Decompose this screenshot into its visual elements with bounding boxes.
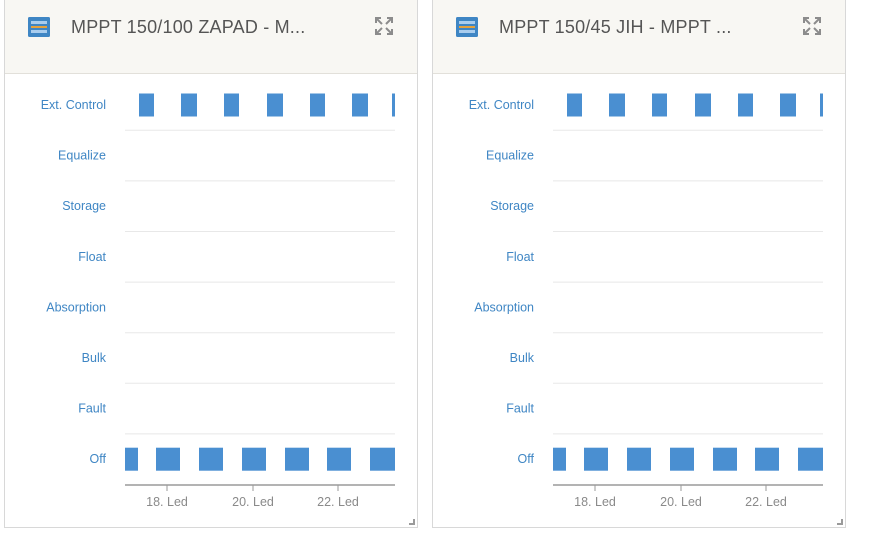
state-chart: Ext. Control Equalize Storage Float Absorpti… — [433, 73, 845, 528]
state-bar-off — [199, 447, 223, 471]
expand-icon[interactable] — [801, 15, 823, 37]
expand-icon[interactable] — [373, 15, 395, 37]
state-bar-ext-control — [352, 93, 368, 117]
state-bar-off — [670, 447, 694, 471]
y-axis-label: Bulk — [82, 351, 107, 365]
x-axis-label: 20. Led — [232, 495, 274, 509]
y-axis-label: Fault — [506, 402, 534, 416]
state-bar-off — [755, 447, 779, 471]
state-chart-svg: Ext. Control Equalize Storage Float Absorpti… — [41, 93, 395, 509]
state-bar-ext-control — [820, 93, 823, 117]
state-bar-off — [584, 447, 608, 471]
state-bar-off — [370, 447, 395, 471]
state-bar-ext-control — [139, 93, 154, 117]
state-bar-ext-control — [695, 93, 711, 117]
y-axis-label: Float — [506, 250, 534, 264]
state-bar-ext-control — [181, 93, 197, 117]
solar-charger-icon — [456, 17, 478, 37]
y-axis-label: Bulk — [510, 351, 535, 365]
y-axis-label: Absorption — [474, 300, 534, 314]
state-bar-ext-control — [267, 93, 283, 117]
y-axis-label: Ext. Control — [469, 98, 534, 112]
state-bar-ext-control — [609, 93, 625, 117]
state-bar-off — [242, 447, 266, 471]
y-axis-label: Storage — [490, 199, 534, 213]
state-bar-off — [285, 447, 309, 471]
state-bar-off — [713, 447, 737, 471]
state-bar-off — [553, 447, 566, 471]
state-chart-svg: Ext. Control Equalize Storage Float Absorpti… — [469, 93, 823, 509]
y-axis-label: Float — [78, 250, 106, 264]
state-bar-off — [798, 447, 823, 471]
x-axis-label: 22. Led — [317, 495, 359, 509]
state-bar-ext-control — [310, 93, 325, 117]
state-bar-ext-control — [224, 93, 239, 117]
state-bar-off — [156, 447, 180, 471]
state-bar-off — [125, 447, 138, 471]
y-axis-label: Off — [518, 452, 535, 466]
widget-header: MPPT 150/45 JIH - MPPT ... — [433, 0, 845, 74]
resize-handle[interactable] — [409, 519, 415, 525]
solar-charger-icon — [28, 17, 50, 37]
state-bar-ext-control — [780, 93, 796, 117]
state-chart: Ext. Control Equalize Storage Float Absorpti… — [5, 73, 417, 528]
y-axis-label: Fault — [78, 402, 106, 416]
x-axis-label: 18. Led — [574, 495, 616, 509]
y-axis-label: Equalize — [58, 149, 106, 163]
state-bar-off — [627, 447, 651, 471]
widget-mppt-zapad: MPPT 150/100 ZAPAD - M... Ext. Control Eq… — [4, 0, 418, 528]
resize-handle[interactable] — [837, 519, 843, 525]
widget-title: MPPT 150/45 JIH - MPPT ... — [499, 17, 732, 37]
y-axis-label: Storage — [62, 199, 106, 213]
state-bar-off — [327, 447, 351, 471]
y-axis-label: Absorption — [46, 300, 106, 314]
y-axis-label: Equalize — [486, 149, 534, 163]
x-axis-label: 22. Led — [745, 495, 787, 509]
y-axis-label: Off — [90, 452, 107, 466]
x-axis-label: 20. Led — [660, 495, 702, 509]
widget-title: MPPT 150/100 ZAPAD - M... — [71, 17, 306, 37]
x-axis-label: 18. Led — [146, 495, 188, 509]
state-bar-ext-control — [392, 93, 395, 117]
widget-header: MPPT 150/100 ZAPAD - M... — [5, 0, 417, 74]
state-bar-ext-control — [738, 93, 753, 117]
widget-mppt-jih: MPPT 150/45 JIH - MPPT ... Ext. Control E… — [432, 0, 846, 528]
state-bar-ext-control — [652, 93, 667, 117]
state-bar-ext-control — [567, 93, 582, 117]
y-axis-label: Ext. Control — [41, 98, 106, 112]
